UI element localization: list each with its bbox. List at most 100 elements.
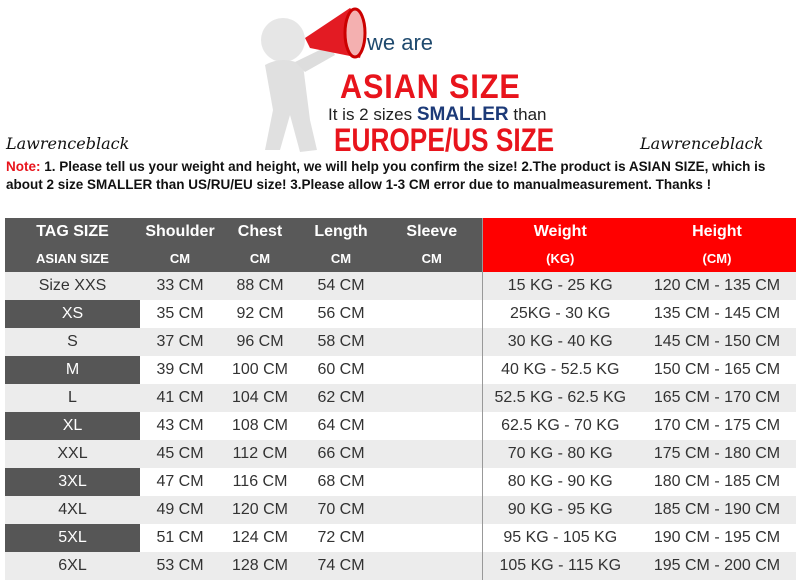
cell-length: 64 CM: [317, 417, 365, 434]
cell-chest: 116 CM: [232, 473, 288, 490]
cell-height: 180 CM - 185 CM: [653, 473, 781, 490]
table-row: 6XL 53 CM 128 CM 74 CM 105 KG - 115 KG 195 CM…: [5, 552, 796, 580]
note-body: 1. Please tell us your weight and height…: [6, 159, 766, 192]
banner: we are ASIAN SIZE It is 2 sizes SMALLER …: [0, 0, 800, 160]
cell-height: 195 CM - 200 CM: [638, 552, 796, 580]
cell-height: 185 CM - 190 CM: [638, 496, 796, 524]
table-row: XL 43 CM 108 CM 64 CM 62.5 KG - 70 KG 170 CM …: [5, 412, 796, 440]
cell-tag-size: 4XL: [5, 496, 140, 524]
cell-weight: 80 KG - 90 KG: [481, 468, 638, 496]
cell-chest: 108 CM: [231, 417, 289, 434]
cell-height: 150 CM - 165 CM: [653, 361, 781, 378]
smaller-pre: It is 2 sizes: [328, 105, 413, 124]
cell-sleeve: [382, 272, 482, 300]
cell-length: 70 CM: [300, 496, 382, 524]
cell-tag-size: XXL: [5, 440, 140, 468]
cell-tag-size: 3XL: [5, 468, 140, 496]
table-row: 5XL 51 CM 124 CM 72 CM 95 KG - 105 KG 190 CM …: [5, 524, 796, 552]
cell-length: 56 CM: [317, 305, 365, 322]
cell-sleeve: [382, 552, 482, 580]
cell-chest: 124 CM: [231, 529, 289, 546]
cell-sleeve: [382, 468, 482, 496]
cell-height: 135 CM - 145 CM: [653, 305, 781, 322]
header-weight: (KG): [481, 245, 638, 272]
cell-weight: 62.5 KG - 70 KG: [481, 412, 638, 440]
cell-length: 62 CM: [300, 384, 382, 412]
smaller-post: than: [513, 105, 547, 124]
table-row: Size XXS 33 CM 88 CM 54 CM 15 KG - 25 KG 120 …: [5, 272, 796, 300]
header-tag-size: TAG SIZE: [5, 218, 140, 245]
header-shoulder: CM: [140, 245, 220, 272]
table-row: M 39 CM 100 CM 60 CM 40 KG - 52.5 KG 150 CM -…: [5, 356, 796, 384]
cell-sleeve: [382, 440, 482, 468]
cell-chest: 112 CM: [220, 440, 300, 468]
header-tag-size: ASIAN SIZE: [5, 245, 140, 272]
cell-tag-size: 6XL: [5, 552, 140, 580]
europe-us-size-headline: EUROPE/US SIZE: [334, 122, 555, 158]
cell-weight: 90 KG - 95 KG: [481, 496, 638, 524]
cell-sleeve: [382, 328, 482, 356]
cell-shoulder: 39 CM: [156, 361, 204, 378]
table-row: XXL 45 CM 112 CM 66 CM 70 KG - 80 KG 175 CM -…: [5, 440, 796, 468]
cell-weight: 40 KG - 52.5 KG: [481, 356, 638, 384]
header-chest: Chest: [220, 218, 300, 245]
cell-tag-size: Size XXS: [5, 272, 140, 300]
table-row: L 41 CM 104 CM 62 CM 52.5 KG - 62.5 KG 165 CM…: [5, 384, 796, 412]
cell-sleeve: [382, 524, 482, 552]
cell-shoulder: 53 CM: [140, 552, 220, 580]
header-row1: TAG SIZE Shoulder Chest Length Sleeve Weight H…: [5, 218, 796, 245]
cell-weight: 25KG - 30 KG: [481, 300, 638, 328]
cell-chest: 104 CM: [220, 384, 300, 412]
cell-tag-size: L: [5, 384, 140, 412]
cell-chest: 96 CM: [220, 328, 300, 356]
cell-height: 170 CM - 175 CM: [653, 417, 781, 434]
header-length: CM: [300, 245, 382, 272]
cell-weight: 70 KG - 80 KG: [481, 440, 638, 468]
cell-sleeve: [382, 356, 482, 384]
cell-sleeve: [382, 384, 482, 412]
cell-tag-size: S: [5, 328, 140, 356]
cell-tag-size: XL: [5, 412, 140, 440]
size-chart-table: TAG SIZE Shoulder Chest Length Sleeve Weight H…: [5, 218, 796, 580]
cell-weight: 52.5 KG - 62.5 KG: [481, 384, 638, 412]
cell-shoulder: 45 CM: [140, 440, 220, 468]
cell-sleeve: [382, 300, 482, 328]
cell-height: 175 CM - 180 CM: [638, 440, 796, 468]
cell-length: 74 CM: [300, 552, 382, 580]
cell-weight: 30 KG - 40 KG: [481, 328, 638, 356]
cell-sleeve: [382, 496, 482, 524]
header-sleeve: Sleeve: [382, 218, 482, 245]
note-label: Note:: [6, 159, 41, 174]
table-row: XS 35 CM 92 CM 56 CM 25KG - 30 KG 135 CM - 14…: [5, 300, 796, 328]
cell-length: 72 CM: [317, 529, 365, 546]
note-text: Note: 1. Please tell us your weight and …: [6, 158, 796, 194]
cell-sleeve: [382, 412, 482, 440]
header-height: (CM): [638, 245, 796, 272]
cell-shoulder: 51 CM: [156, 529, 204, 546]
cell-shoulder: 37 CM: [140, 328, 220, 356]
cell-shoulder: 43 CM: [156, 417, 204, 434]
smaller-text: It is 2 sizes SMALLER than: [328, 104, 546, 126]
cell-weight: 105 KG - 115 KG: [481, 552, 638, 580]
asian-size-headline: ASIAN SIZE: [340, 68, 521, 106]
header-sleeve: CM: [382, 245, 482, 272]
cell-shoulder: 35 CM: [156, 305, 204, 322]
brand-left: Lawrenceblack: [6, 134, 130, 153]
cell-height: 120 CM - 135 CM: [638, 272, 796, 300]
cell-tag-size: XS: [5, 300, 140, 328]
cell-chest: 88 CM: [220, 272, 300, 300]
we-are-text: we are: [367, 30, 434, 55]
table-row: 4XL 49 CM 120 CM 70 CM 90 KG - 95 KG 185 CM -…: [5, 496, 796, 524]
cell-shoulder: 33 CM: [140, 272, 220, 300]
cell-length: 68 CM: [317, 473, 365, 490]
cell-weight: 15 KG - 25 KG: [481, 272, 638, 300]
cell-chest: 120 CM: [220, 496, 300, 524]
cell-length: 54 CM: [300, 272, 382, 300]
table-row: S 37 CM 96 CM 58 CM 30 KG - 40 KG 145 CM - 15…: [5, 328, 796, 356]
cell-shoulder: 41 CM: [140, 384, 220, 412]
cell-length: 66 CM: [300, 440, 382, 468]
cell-height: 190 CM - 195 CM: [653, 529, 781, 546]
header-height: Height: [638, 218, 796, 245]
megaphone-figure-icon: [261, 7, 367, 152]
cell-shoulder: 49 CM: [140, 496, 220, 524]
